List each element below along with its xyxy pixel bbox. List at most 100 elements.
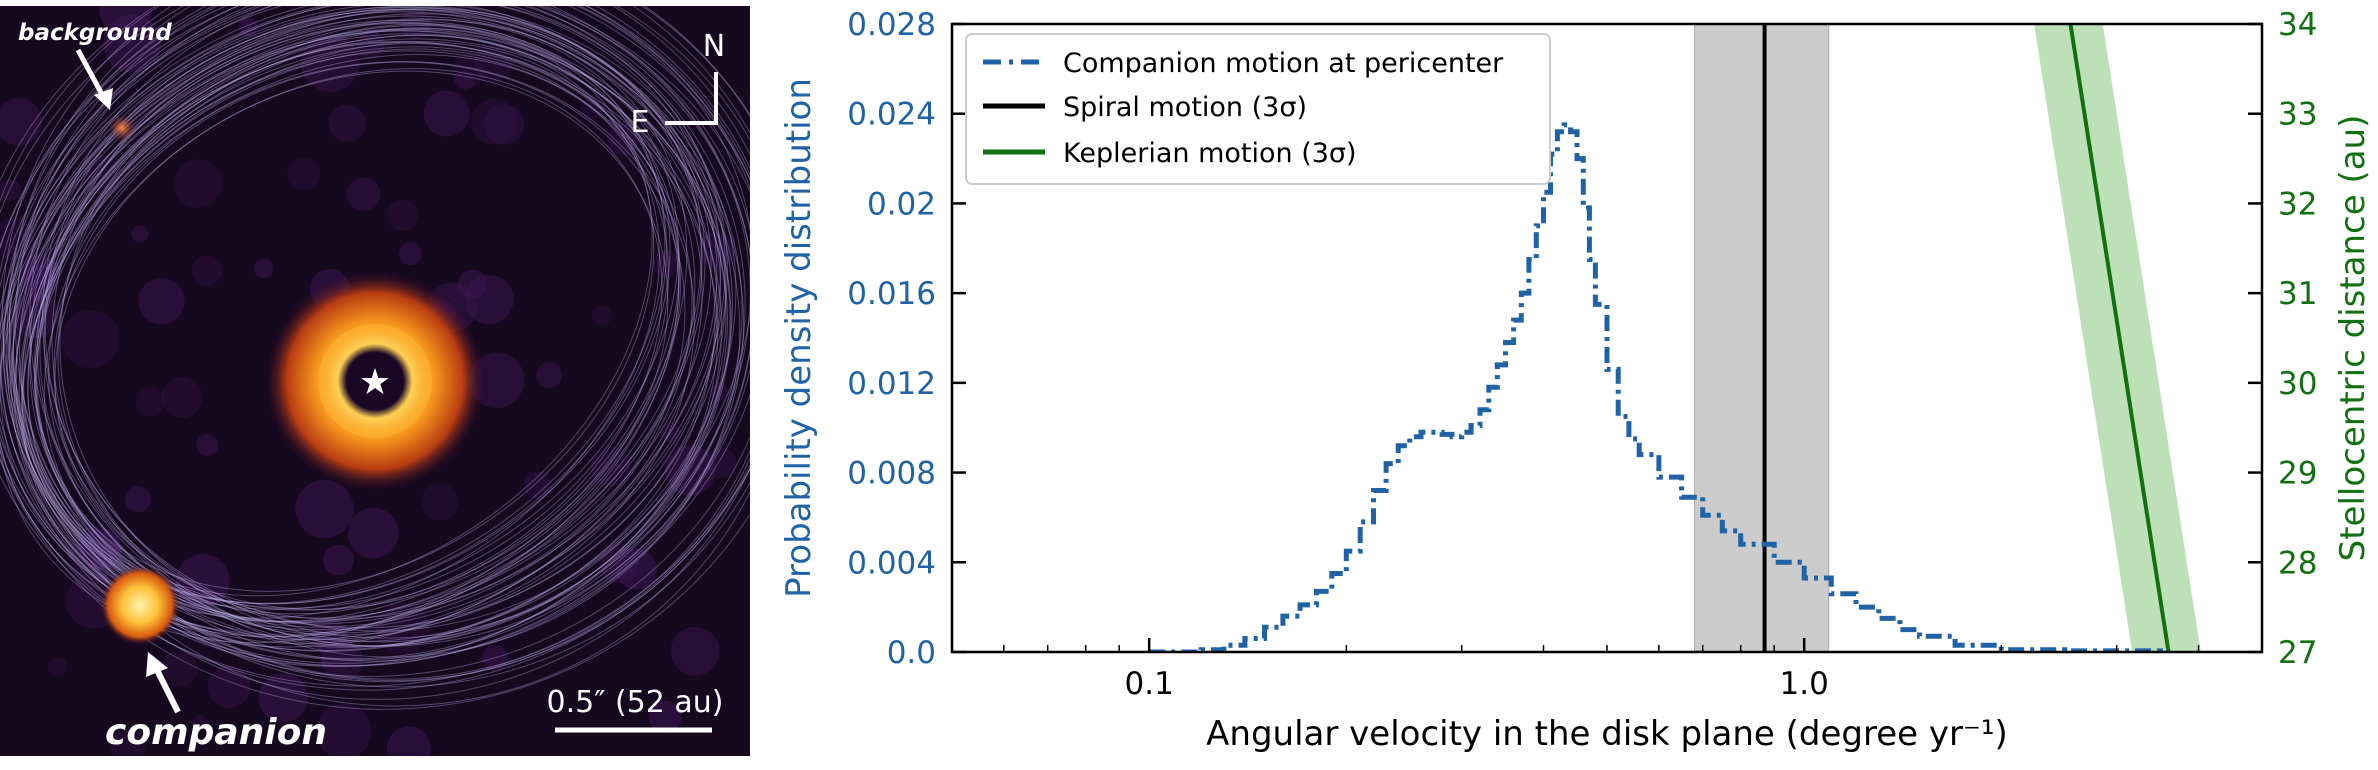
noise-blob	[0, 98, 42, 146]
orbit-line	[33, 41, 716, 648]
y-left-tick-label: 0.016	[847, 276, 936, 312]
companion-arrow	[153, 666, 181, 714]
orbit-line	[0, 19, 688, 643]
background-arrow	[75, 48, 107, 100]
y-ticks-right: 27 28 29 30 31 32 33 34	[2248, 7, 2317, 671]
orbit-line	[57, 41, 719, 647]
noise-blob	[664, 445, 716, 496]
orbit-line	[0, 6, 750, 687]
orbit-line	[0, 7, 702, 638]
orbit-line	[21, 54, 680, 638]
orbit-line	[29, 33, 696, 619]
noise-blob	[12, 292, 59, 339]
noise-blob	[238, 17, 258, 36]
orbit-line	[42, 6, 746, 639]
orbit-line	[0, 6, 750, 710]
noise-blob	[175, 554, 230, 608]
east-label: E	[631, 105, 650, 140]
orbit-line	[34, 43, 680, 611]
noise-blob	[592, 305, 612, 325]
orbit-line	[48, 60, 695, 634]
scale-bar-label: 0.5″ (52 au)	[547, 685, 724, 720]
noise-blob	[258, 673, 308, 723]
x-tick-label: 0.1	[1125, 666, 1174, 702]
orbit-line	[0, 6, 750, 667]
legend-label-companion: Companion motion at pericenter	[1063, 48, 1504, 79]
noise-blob	[173, 159, 223, 208]
noise-blob	[207, 665, 251, 708]
noise-blob	[287, 156, 321, 190]
y-right-tick-label: 34	[2278, 7, 2317, 43]
noise-blob	[356, 30, 385, 60]
orbit-line	[15, 28, 732, 664]
orbit-line	[43, 21, 718, 629]
background-arrow-head	[94, 88, 113, 110]
orbit-line	[0, 9, 718, 648]
lines-layer	[1149, 24, 2171, 652]
north-label: N	[703, 29, 725, 64]
noise-blob	[347, 507, 399, 559]
noise-blob	[300, 33, 360, 92]
noise-blob	[376, 602, 430, 656]
noise-blob	[474, 44, 513, 83]
orbit-line	[8, 6, 712, 623]
image-panel: ★ background companion N E 0.5″ (52 au)	[0, 6, 750, 756]
orbit-line	[15, 18, 679, 610]
orbit-line	[9, 6, 750, 682]
orbit-line	[2, 6, 750, 661]
noise-blob	[131, 225, 149, 243]
y-right-tick-label: 27	[2278, 635, 2317, 671]
orbit-line	[0, 6, 750, 677]
noise-blob	[135, 386, 166, 417]
noise-blob	[79, 528, 122, 570]
y-ticks-left: 0.0 0.004 0.008 0.012 0.016 0.02 0.024 0.028	[847, 7, 966, 671]
orbit-line	[2, 6, 728, 631]
companion-blob	[100, 565, 180, 645]
legend-label-spiral: Spiral motion (3σ)	[1063, 92, 1307, 123]
y-right-tick-label: 32	[2278, 186, 2317, 222]
orbit-line	[44, 6, 733, 632]
companion-curve	[1149, 122, 2163, 652]
orbit-line	[12, 6, 750, 707]
orbit-line	[27, 46, 682, 623]
y-axis-label-right: Stellocentric distance (au)	[2333, 115, 2373, 562]
orbit-line	[23, 27, 668, 605]
noise-blob	[323, 544, 354, 576]
orbit-line	[0, 6, 726, 641]
orbit-line	[36, 19, 727, 642]
legend-box	[965, 33, 1551, 185]
orbit-line	[0, 6, 750, 667]
orbit-line	[8, 6, 750, 647]
orbit-line	[36, 50, 693, 628]
chart-panel: 0.1 1.0 0.00.0040.0080.0120.0160.020.0240…	[779, 7, 2373, 754]
noise-blob	[138, 278, 185, 325]
star-icon: ★	[359, 362, 391, 403]
noise-blob	[316, 703, 372, 756]
noise-blob	[191, 715, 209, 732]
y-right-tick-label: 29	[2278, 456, 2317, 492]
noise-blob	[0, 353, 19, 390]
noise-blob	[421, 482, 459, 521]
y-axis-label-left: Probability density distribution	[779, 78, 819, 598]
orbit-line	[15, 6, 750, 680]
orbit-line	[29, 9, 744, 662]
noise-blob	[48, 657, 68, 677]
y-right-tick-label: 33	[2278, 97, 2317, 133]
orbit-line	[0, 13, 703, 636]
noise-blob	[22, 254, 54, 286]
orbit-line	[51, 11, 741, 658]
orbit-line	[39, 22, 728, 647]
noise-blob	[471, 98, 517, 145]
noise-blob	[321, 639, 364, 682]
legend: Companion motion at pericenter Spiral mo…	[965, 33, 1551, 185]
bands-layer	[1693, 24, 2201, 652]
orbit-fan	[0, 6, 750, 710]
orbit-line	[22, 41, 660, 619]
noise-blob	[523, 471, 552, 500]
orbit-line	[20, 23, 666, 604]
noise-blob	[660, 422, 681, 443]
y-right-tick-label: 28	[2278, 545, 2317, 581]
orbit-line	[18, 8, 727, 636]
noise-blob	[160, 650, 198, 688]
